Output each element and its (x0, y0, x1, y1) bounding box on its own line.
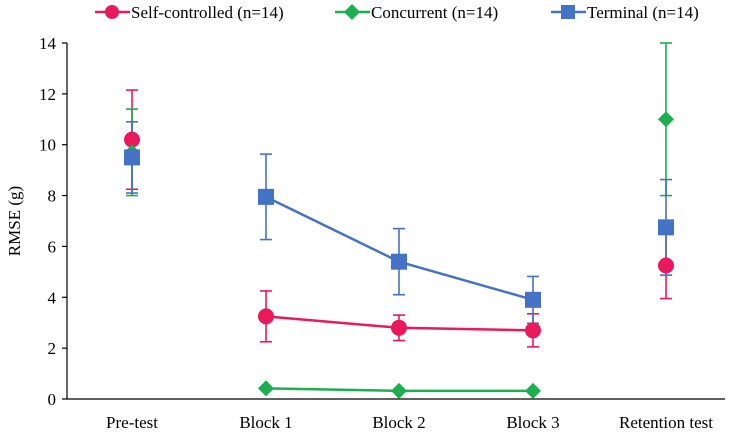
data-point-self-controlled (258, 308, 274, 325)
legend-item-terminal: Terminal (n=14) (551, 3, 699, 22)
data-point-concurrent (658, 111, 674, 128)
legend-item-self-controlled: Self-controlled (n=14) (95, 3, 284, 22)
data-point-terminal (124, 149, 140, 166)
legend-marker-square (561, 5, 575, 19)
legend-item-concurrent: Concurrent (n=14) (335, 3, 498, 22)
data-point-concurrent (258, 380, 274, 397)
y-tick-label: 10 (39, 136, 56, 155)
data-point-self-controlled (391, 319, 407, 336)
legend: Self-controlled (n=14) Concurrent (n=14)… (95, 3, 699, 22)
data-point-terminal (658, 219, 674, 236)
data-point-self-controlled (658, 257, 674, 274)
data-point-concurrent (525, 382, 541, 399)
x-tick-label: Block 1 (239, 413, 292, 432)
x-tick-label: Block 2 (372, 413, 425, 432)
data-point-terminal (391, 253, 407, 270)
y-tick-label: 2 (48, 339, 57, 358)
data-point-self-controlled (525, 322, 541, 339)
data-point-terminal (258, 188, 274, 205)
legend-label-concurrent: Concurrent (n=14) (371, 3, 498, 22)
legend-label-terminal: Terminal (n=14) (587, 3, 699, 22)
legend-marker-circle (105, 5, 119, 19)
y-tick-label: 0 (48, 390, 57, 409)
y-tick-label: 6 (48, 237, 57, 256)
x-tick-label: Block 3 (506, 413, 559, 432)
y-axis-title: RMSE (g) (5, 186, 24, 256)
plot-area: 0 2 4 6 8 10 12 14 Pre-test Block 1 Block 2 Block 3… (39, 34, 725, 432)
y-tick-label: 14 (39, 34, 57, 53)
y-tick-label: 4 (48, 288, 57, 307)
legend-label-self-controlled: Self-controlled (n=14) (131, 3, 284, 22)
legend-marker-diamond (344, 4, 360, 20)
data-point-terminal (525, 291, 541, 308)
x-tick-label: Retention test (619, 413, 713, 432)
data-point-concurrent (391, 382, 407, 399)
x-tick-label: Pre-test (106, 413, 158, 432)
y-tick-label: 12 (39, 85, 56, 104)
data-point-self-controlled (124, 131, 140, 148)
y-tick-label: 8 (48, 187, 57, 206)
